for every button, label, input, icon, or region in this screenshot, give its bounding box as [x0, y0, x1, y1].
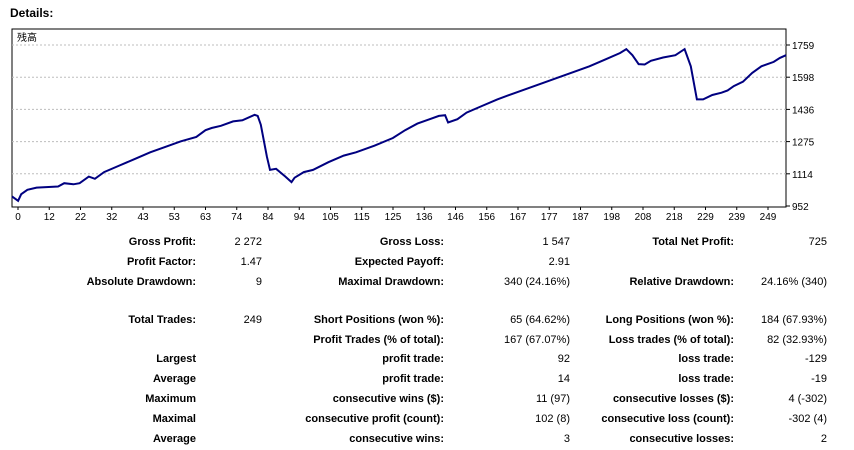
- x-tick-label: 63: [200, 212, 212, 223]
- maximal-drawdown-value: 340 (24.16%): [503, 276, 570, 288]
- profit-factor-value: 1.47: [240, 256, 262, 268]
- max-consecutive-losses-label: consecutive losses ($):: [612, 393, 734, 405]
- average-consecutive-label: Average: [152, 433, 196, 445]
- profit-trades-value: 167 (67.07%): [503, 334, 570, 346]
- maximal-label: Maximal: [152, 413, 196, 425]
- total-net-profit-label: Total Net Profit:: [652, 236, 734, 248]
- x-tick-label: 12: [44, 212, 56, 223]
- details-title: Details:: [10, 6, 54, 20]
- x-tick-label: 94: [294, 212, 306, 223]
- x-tick-label: 249: [760, 212, 777, 223]
- y-tick-label: 1114: [792, 170, 813, 181]
- grid-lines: [12, 44, 786, 175]
- largest-profit-value: 92: [557, 353, 570, 365]
- gross-loss-label: Gross Loss:: [379, 236, 444, 248]
- largest-label: Largest: [156, 353, 196, 365]
- y-tick-label: 1436: [792, 105, 815, 116]
- absolute-drawdown-label: Absolute Drawdown:: [86, 276, 196, 288]
- gross-loss-value: 1 547: [542, 236, 570, 248]
- avg-consecutive-losses-value: 2: [820, 433, 827, 445]
- x-tick-label: 0: [15, 212, 21, 223]
- expected-payoff-value: 2.91: [548, 256, 570, 268]
- x-tick-label: 125: [385, 212, 402, 223]
- average-profit-value: 14: [557, 373, 570, 385]
- x-tick-label: 198: [603, 212, 620, 223]
- x-tick-label: 146: [447, 212, 464, 223]
- y-tick-label: 1759: [792, 41, 815, 52]
- profit-factor-label: Profit Factor:: [126, 256, 196, 268]
- x-tick-label: 167: [510, 212, 527, 223]
- average-loss-value: -19: [811, 373, 827, 385]
- loss-trades-label: Loss trades (% of total):: [608, 334, 734, 346]
- loss-trades-value: 82 (32.93%): [767, 334, 827, 346]
- x-tick-label: 32: [106, 212, 118, 223]
- largest-profit-label: profit trade:: [382, 353, 444, 365]
- largest-loss-label: loss trade:: [678, 353, 734, 365]
- average-profit-label: profit trade:: [382, 373, 444, 385]
- long-positions-value: 184 (67.93%): [760, 314, 827, 326]
- average-label: Average: [152, 373, 196, 385]
- maximal-consecutive-loss-label: consecutive loss (count):: [601, 413, 734, 425]
- maximal-consecutive-loss-value: -302 (4): [788, 413, 827, 425]
- max-consecutive-wins-value: 11 (97): [535, 393, 570, 405]
- chart-legend: 残高: [17, 31, 37, 44]
- x-tick-label: 84: [262, 212, 274, 223]
- expected-payoff-label: Expected Payoff:: [354, 256, 444, 268]
- x-axis: 0 12 22 32 43 53 63 74 84 94 105 115 125 136 146 156 167…: [15, 207, 777, 223]
- avg-consecutive-wins-label: consecutive wins:: [349, 433, 444, 445]
- x-tick-label: 208: [635, 212, 652, 223]
- absolute-drawdown-value: 9: [255, 276, 262, 288]
- profit-trades-label: Profit Trades (% of total):: [313, 334, 444, 346]
- gross-profit-label: Gross Profit:: [128, 236, 196, 248]
- x-tick-label: 229: [697, 212, 714, 223]
- relative-drawdown-label: Relative Drawdown:: [629, 276, 734, 288]
- x-tick-label: 105: [322, 212, 339, 223]
- y-tick-label: 1275: [792, 138, 815, 149]
- avg-consecutive-losses-label: consecutive losses:: [629, 433, 734, 445]
- x-tick-label: 187: [572, 212, 589, 223]
- x-tick-label: 177: [541, 212, 558, 223]
- y-tick-label: 1598: [792, 73, 815, 84]
- x-tick-label: 53: [169, 212, 181, 223]
- x-tick-label: 43: [137, 212, 149, 223]
- x-tick-label: 239: [728, 212, 745, 223]
- y-tick-label: 952: [792, 202, 809, 213]
- balance-chart: 0 12 22 32 43 53 63 74 84 94 105 115 125 136 146 156 167…: [11, 28, 815, 223]
- x-tick-label: 115: [354, 212, 370, 223]
- total-trades-value: 249: [243, 314, 262, 326]
- maximal-drawdown-label: Maximal Drawdown:: [338, 276, 444, 288]
- max-consecutive-wins-label: consecutive wins ($):: [332, 393, 444, 405]
- x-tick-label: 156: [478, 212, 495, 223]
- x-tick-label: 22: [75, 212, 87, 223]
- average-loss-label: loss trade:: [678, 373, 734, 385]
- total-net-profit-value: 725: [808, 236, 827, 248]
- x-tick-label: 74: [231, 212, 243, 223]
- largest-loss-value: -129: [804, 353, 827, 365]
- maximal-consecutive-profit-value: 102 (8): [535, 413, 570, 425]
- short-positions-label: Short Positions (won %):: [313, 314, 444, 326]
- max-consecutive-losses-value: 4 (-302): [788, 393, 827, 405]
- x-tick-label: 218: [666, 212, 683, 223]
- avg-consecutive-wins-value: 3: [563, 433, 570, 445]
- x-tick-label: 136: [416, 212, 433, 223]
- relative-drawdown-value: 24.16% (340): [760, 276, 827, 288]
- balance-series-line: [11, 47, 787, 203]
- maximal-consecutive-profit-label: consecutive profit (count):: [305, 413, 444, 425]
- maximum-label: Maximum: [145, 393, 196, 405]
- y-axis: 1759 1598 1436 1275 1114 952: [786, 41, 815, 213]
- gross-profit-value: 2 272: [234, 236, 262, 248]
- long-positions-label: Long Positions (won %):: [605, 314, 734, 326]
- short-positions-value: 65 (64.62%): [510, 314, 570, 326]
- total-trades-label: Total Trades:: [128, 314, 196, 326]
